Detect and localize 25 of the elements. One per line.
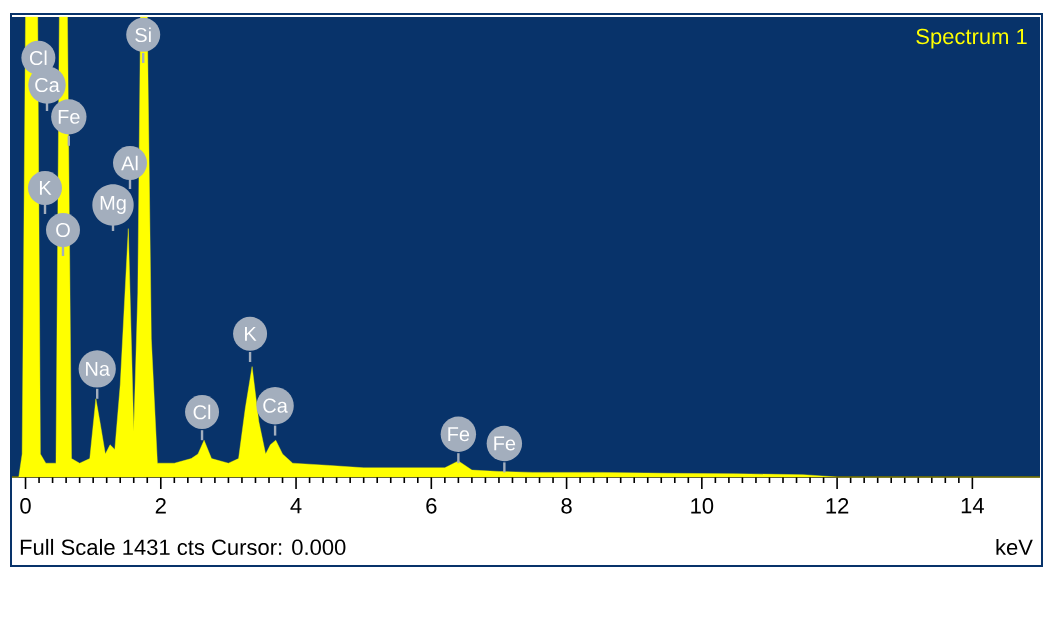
annotation: O (56, 222, 70, 238)
annotation: Na (86, 361, 111, 376)
text: Full Scale 1431 cts Cursor: 0.000 (20, 538, 346, 556)
annotation: Cl (193, 404, 211, 420)
annotation: Mg (100, 196, 126, 214)
annotation: Fe (448, 427, 470, 442)
annotation: K (39, 181, 52, 195)
text: Spectrum 1 (916, 28, 1027, 49)
x-tick-label: 12 (826, 498, 849, 514)
annotation: K (245, 326, 257, 341)
x-tick-label: 8 (561, 498, 572, 514)
annotation: Fe (494, 436, 516, 451)
x-tick-label: 4 (290, 498, 302, 514)
x-tick-label: 14 (961, 498, 984, 514)
x-tick-label: 6 (426, 498, 437, 514)
x-axis-title: keV (996, 538, 1033, 556)
x-tick-label: 2 (155, 498, 166, 514)
annotation: Ca (35, 77, 60, 93)
annotation: Ca (263, 398, 288, 413)
annotation: Si (135, 27, 151, 43)
annotation: Fe (58, 109, 80, 124)
annotation: Al (121, 155, 138, 171)
annotation: Cl (29, 50, 47, 66)
x-tick-label: 10 (691, 498, 714, 514)
x-tick-label: 0 (20, 498, 31, 514)
